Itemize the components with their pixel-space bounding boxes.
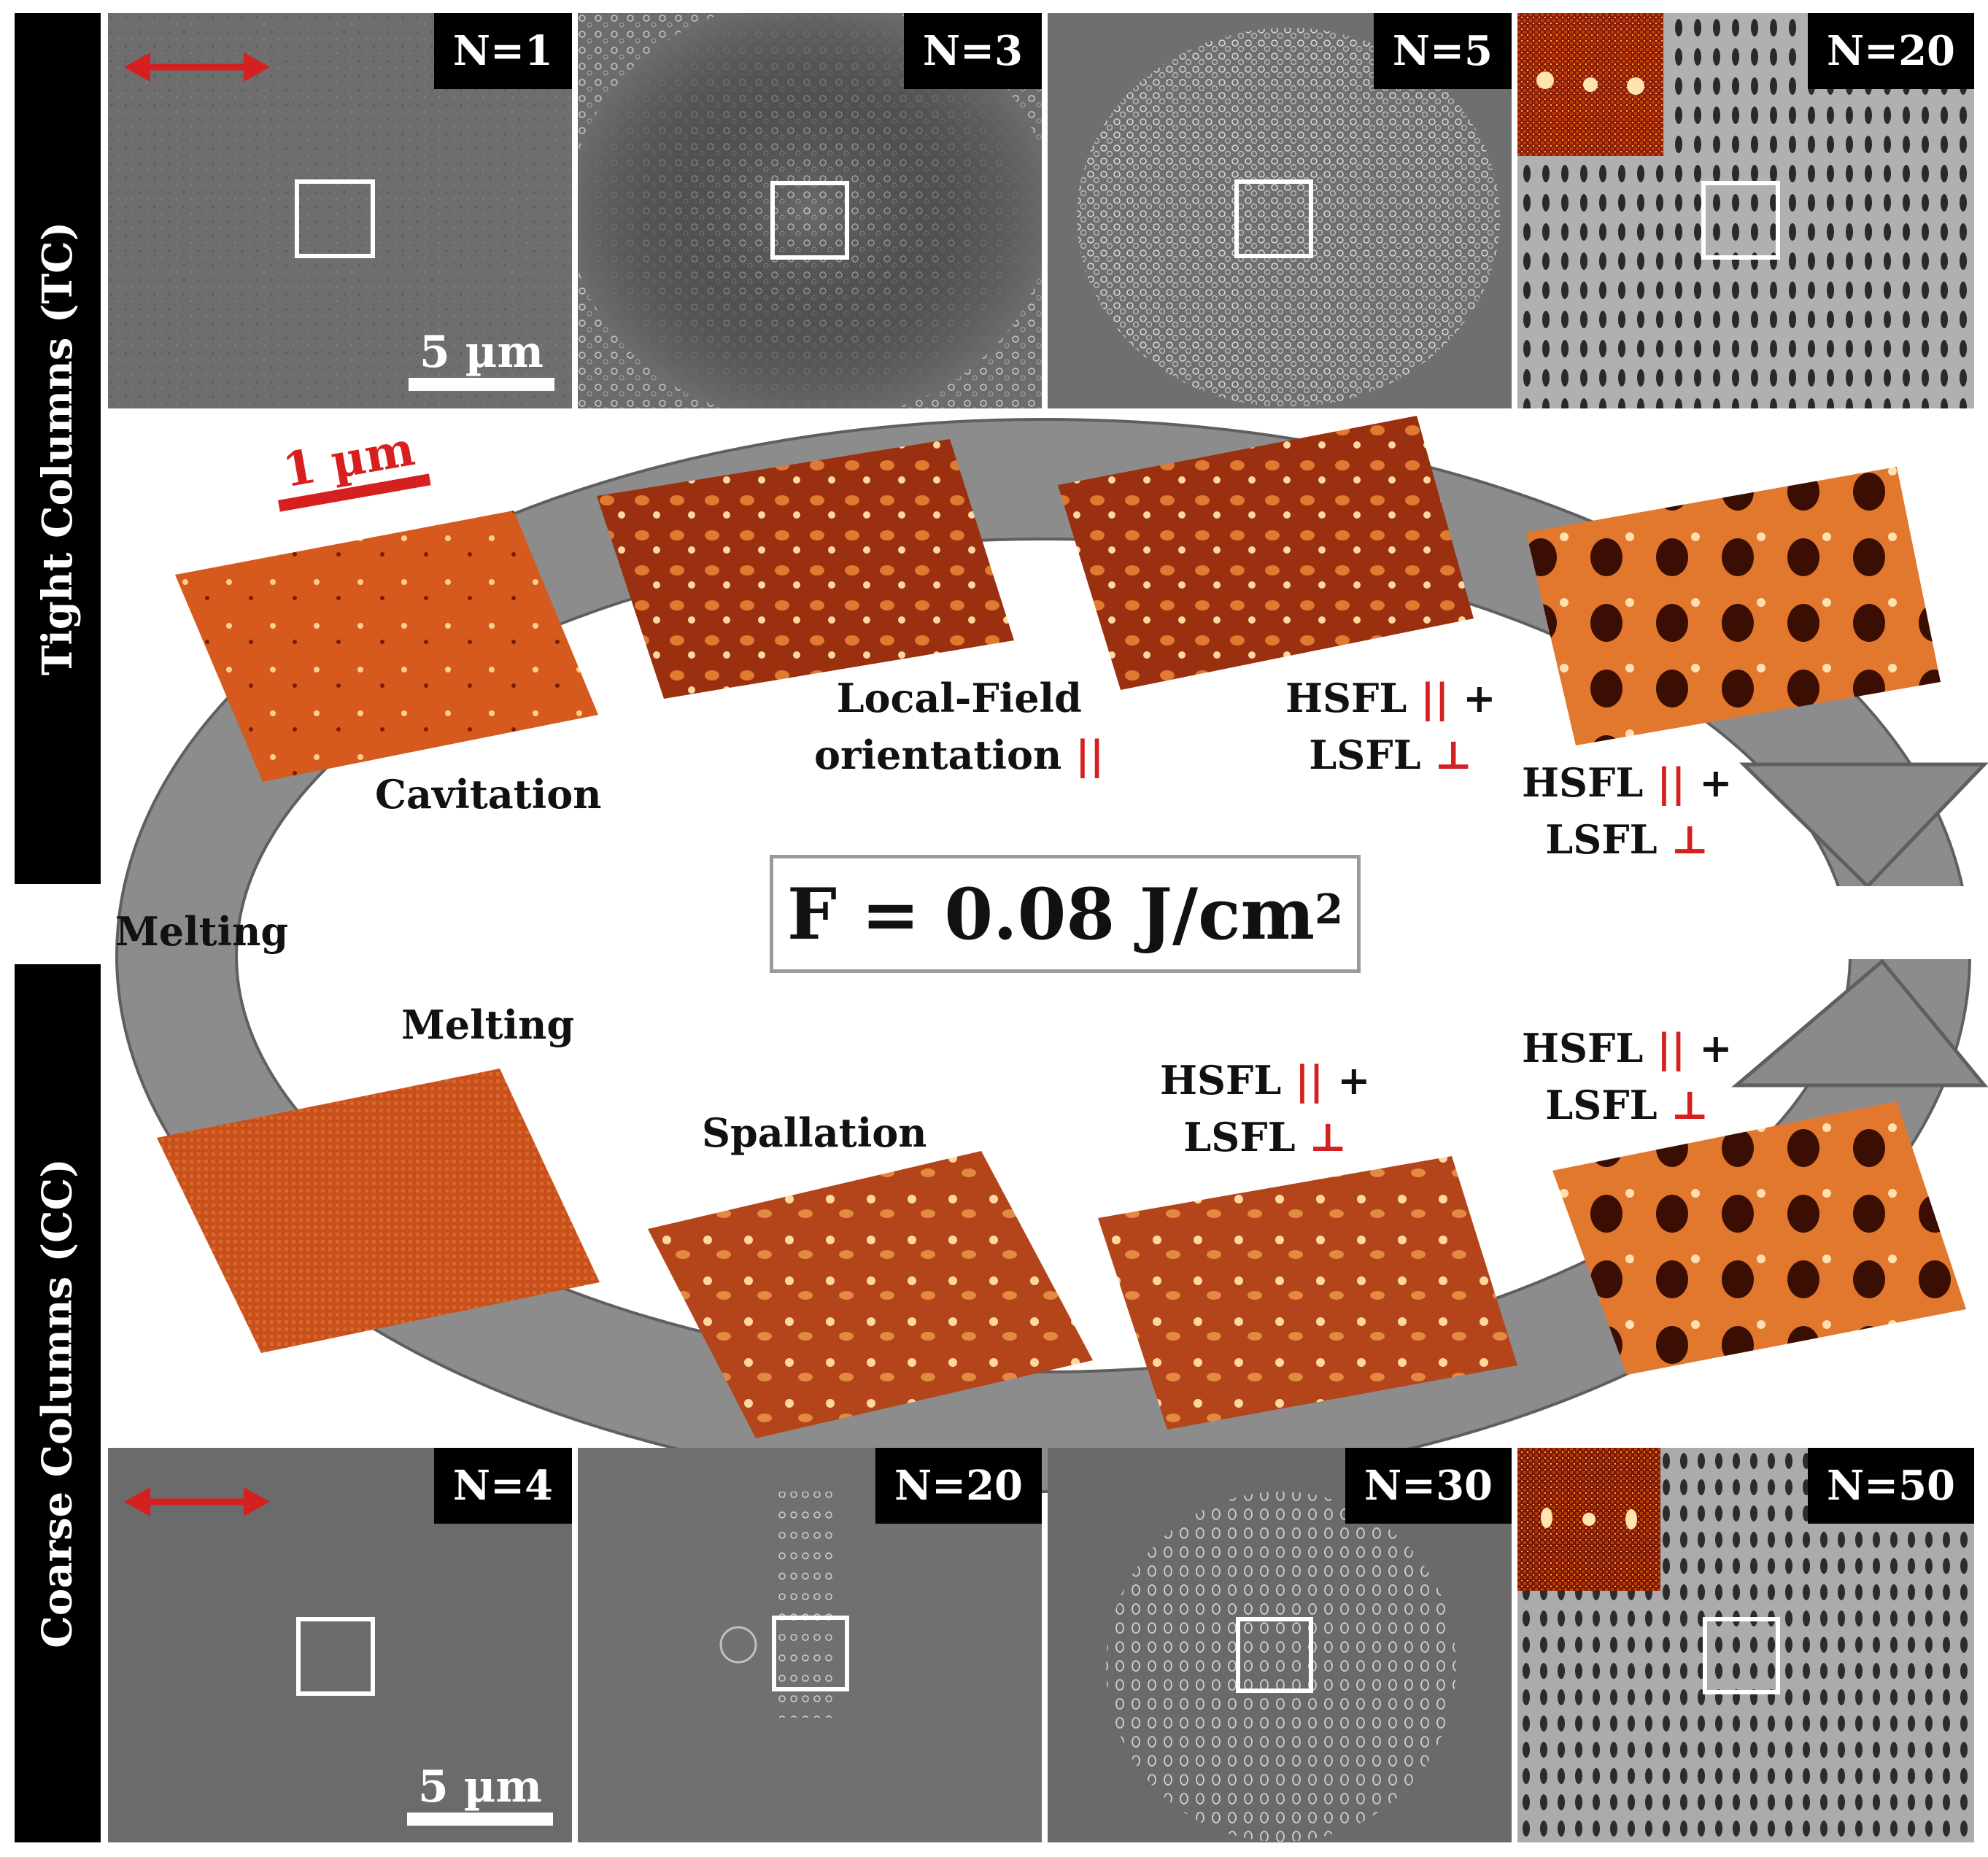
label-cavitation: Cavitation: [375, 771, 602, 818]
roi-box: [1703, 1617, 1780, 1694]
pulse-count-label: N=20: [1807, 13, 1974, 89]
pulse-count-label: N=50: [1807, 1448, 1974, 1524]
sem-panel-tc-1: N=1 5 µm: [108, 13, 572, 408]
roi-box: [772, 1616, 849, 1691]
afm-tile-cc-2: [648, 1151, 1093, 1438]
label-hsfl-lsfl-cc-3: HSFL || + LSFL ⊥: [1160, 1057, 1371, 1161]
afm-tile-tc-3: [1058, 416, 1474, 690]
sem-panel-cc-3: N=30: [1048, 1448, 1512, 1842]
roi-box: [295, 179, 375, 258]
sidebar-tight-columns: Tight Columns (TC): [15, 13, 101, 884]
afm-tile-tc-2: [597, 439, 1014, 699]
polarization-arrow: [124, 53, 270, 82]
label-local-field: Local-Field orientation ||: [814, 675, 1105, 779]
afm-tile-cc-3: [1098, 1156, 1517, 1430]
label-hsfl-lsfl-cc-4: HSFL || + LSFL ⊥: [1522, 1025, 1733, 1129]
fluence-box: F = 0.08 J/cm 2: [770, 855, 1361, 973]
roi-box: [296, 1617, 375, 1696]
afm-tile-tc-1: [175, 511, 598, 782]
sem-panel-cc-1: N=4 5 µm: [108, 1448, 572, 1842]
label-melting-bottom: Melting: [401, 1001, 575, 1048]
pulse-count-label: N=3: [903, 13, 1042, 89]
scale-bar-sem: 5 µm: [407, 1761, 553, 1826]
pulse-count-label: N=1: [433, 13, 572, 89]
label-melting-left: Melting: [115, 908, 289, 955]
roi-box: [1236, 1617, 1313, 1693]
arrowhead-top: [1738, 762, 1988, 889]
sem-panel-cc-2: N=20: [578, 1448, 1042, 1842]
sem-panel-tc-3: N=5: [1048, 13, 1512, 408]
sem-panel-cc-4: N=50: [1517, 1448, 1974, 1842]
afm-tile-cc-1: [157, 1069, 600, 1353]
pulse-count-label: N=20: [875, 1448, 1042, 1524]
fft-inset: [1517, 13, 1663, 156]
polarization-arrow: [124, 1487, 270, 1516]
arrowhead-bottom: [1731, 958, 1988, 1088]
pulse-count-label: N=30: [1345, 1448, 1512, 1524]
scale-bar-sem: 5 µm: [409, 327, 554, 391]
afm-tile-tc-4: [1526, 467, 1941, 745]
pulse-count-label: N=5: [1373, 13, 1512, 89]
roi-box: [770, 181, 849, 260]
fft-inset: [1517, 1448, 1660, 1591]
afm-tile-cc-4: [1552, 1101, 1966, 1375]
label-spallation: Spallation: [702, 1109, 927, 1156]
roi-box: [1701, 181, 1780, 260]
roi-box: [1234, 179, 1313, 258]
sem-panel-tc-4: N=20: [1517, 13, 1974, 408]
label-hsfl-lsfl-tc-4: HSFL || + LSFL ⊥: [1522, 759, 1733, 864]
label-hsfl-lsfl-tc-3: HSFL || + LSFL ⊥: [1285, 675, 1496, 779]
pulse-count-label: N=4: [433, 1448, 572, 1524]
sidebar-coarse-columns: Coarse Columns (CC): [15, 964, 101, 1842]
sem-panel-tc-2: N=3: [578, 13, 1042, 408]
